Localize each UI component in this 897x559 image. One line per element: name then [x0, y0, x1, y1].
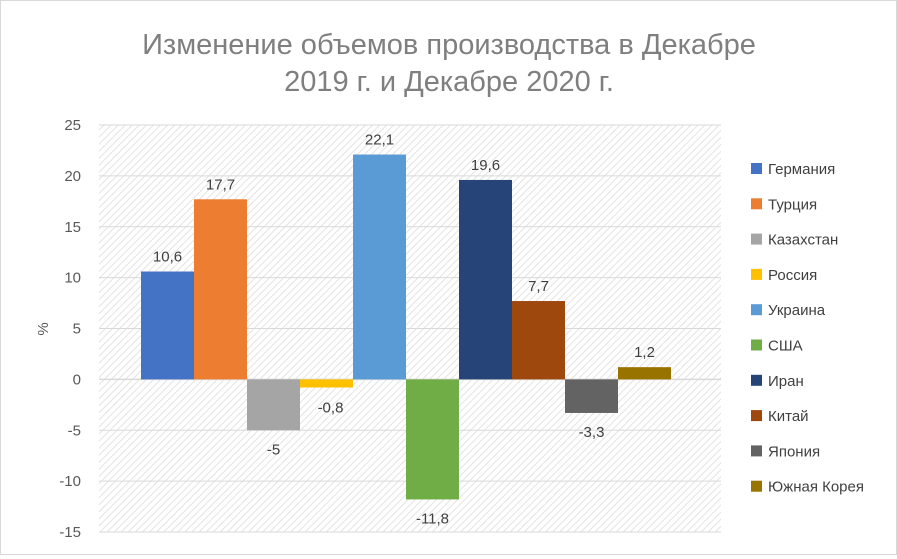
- y-tick-label: -15: [59, 524, 81, 541]
- legend-swatch: [751, 163, 762, 174]
- data-label: 19,6: [471, 157, 500, 174]
- y-tick-label: 15: [64, 219, 81, 236]
- legend-item: Украина: [751, 302, 826, 319]
- legend-item: Китай: [751, 408, 809, 425]
- legend-swatch: [751, 233, 762, 245]
- legend-item: Германия: [751, 161, 835, 178]
- legend-swatch: [751, 480, 762, 492]
- data-label: -11,8: [416, 510, 449, 527]
- legend-item: США: [751, 338, 803, 355]
- legend-swatch: [751, 198, 762, 210]
- data-labels: 10,6 17,7 -5 -0,8 22,1 -11,8 19,6 7,7 -3,3 1,2: [153, 132, 655, 528]
- legend-label: Украина: [768, 302, 826, 319]
- legend: Германия Турция Казахстан Россия Украина США И…: [751, 161, 864, 496]
- data-label: -0,8: [318, 399, 344, 416]
- legend-item: Япония: [751, 443, 820, 460]
- y-tick-label: 0: [73, 371, 81, 388]
- data-label: -3,3: [579, 424, 605, 441]
- bars: [141, 154, 671, 500]
- data-label: -5: [267, 441, 280, 458]
- legend-label: Казахстан: [768, 232, 838, 249]
- data-label: 7,7: [528, 278, 549, 295]
- data-label: 17,7: [206, 176, 235, 193]
- legend-swatch: [751, 268, 762, 280]
- bar: [247, 379, 300, 431]
- y-tick-label: 25: [64, 117, 81, 134]
- legend-label: Китай: [768, 408, 809, 425]
- y-tick-label: 5: [73, 321, 81, 338]
- chart-title-line-1: Изменение объемов производства в Декабре: [142, 29, 756, 61]
- y-tick-label: -5: [68, 422, 81, 439]
- data-label: 1,2: [634, 344, 655, 361]
- legend-item: Иран: [751, 373, 804, 390]
- bar: [459, 179, 512, 380]
- legend-label: Южная Корея: [768, 479, 864, 496]
- bar: [618, 367, 671, 380]
- legend-label: США: [768, 338, 803, 355]
- legend-label: Япония: [768, 443, 820, 460]
- legend-label: Германия: [768, 161, 835, 178]
- y-tick-label: -10: [59, 473, 81, 490]
- bar: [512, 301, 565, 380]
- bar: [141, 271, 194, 380]
- legend-swatch: [751, 339, 762, 351]
- y-axis: 25 20 15 10 5 0 -5 -10 -15: [59, 117, 81, 541]
- y-tick-label: 20: [64, 168, 81, 185]
- legend-item: Казахстан: [751, 232, 838, 249]
- legend-item: Россия: [751, 267, 817, 284]
- bar: [300, 379, 353, 388]
- bar: [353, 154, 406, 380]
- legend-swatch: [751, 445, 762, 457]
- data-label: 22,1: [365, 132, 394, 149]
- chart-title-line-2: 2019 г. и Декабре 2020 г.: [284, 66, 614, 98]
- legend-item: Турция: [751, 196, 817, 213]
- legend-label: Россия: [768, 267, 817, 284]
- bar: [565, 379, 618, 413]
- bar: [406, 379, 459, 500]
- legend-label: Иран: [768, 373, 804, 390]
- y-axis-label: %: [35, 322, 52, 335]
- y-tick-label: 10: [64, 270, 81, 287]
- legend-swatch: [751, 374, 762, 386]
- legend-swatch: [751, 304, 762, 316]
- legend-label: Турция: [768, 196, 817, 213]
- data-label: 10,6: [153, 249, 182, 266]
- bar: [194, 199, 247, 380]
- legend-swatch: [751, 410, 762, 422]
- legend-item: Южная Корея: [751, 479, 864, 496]
